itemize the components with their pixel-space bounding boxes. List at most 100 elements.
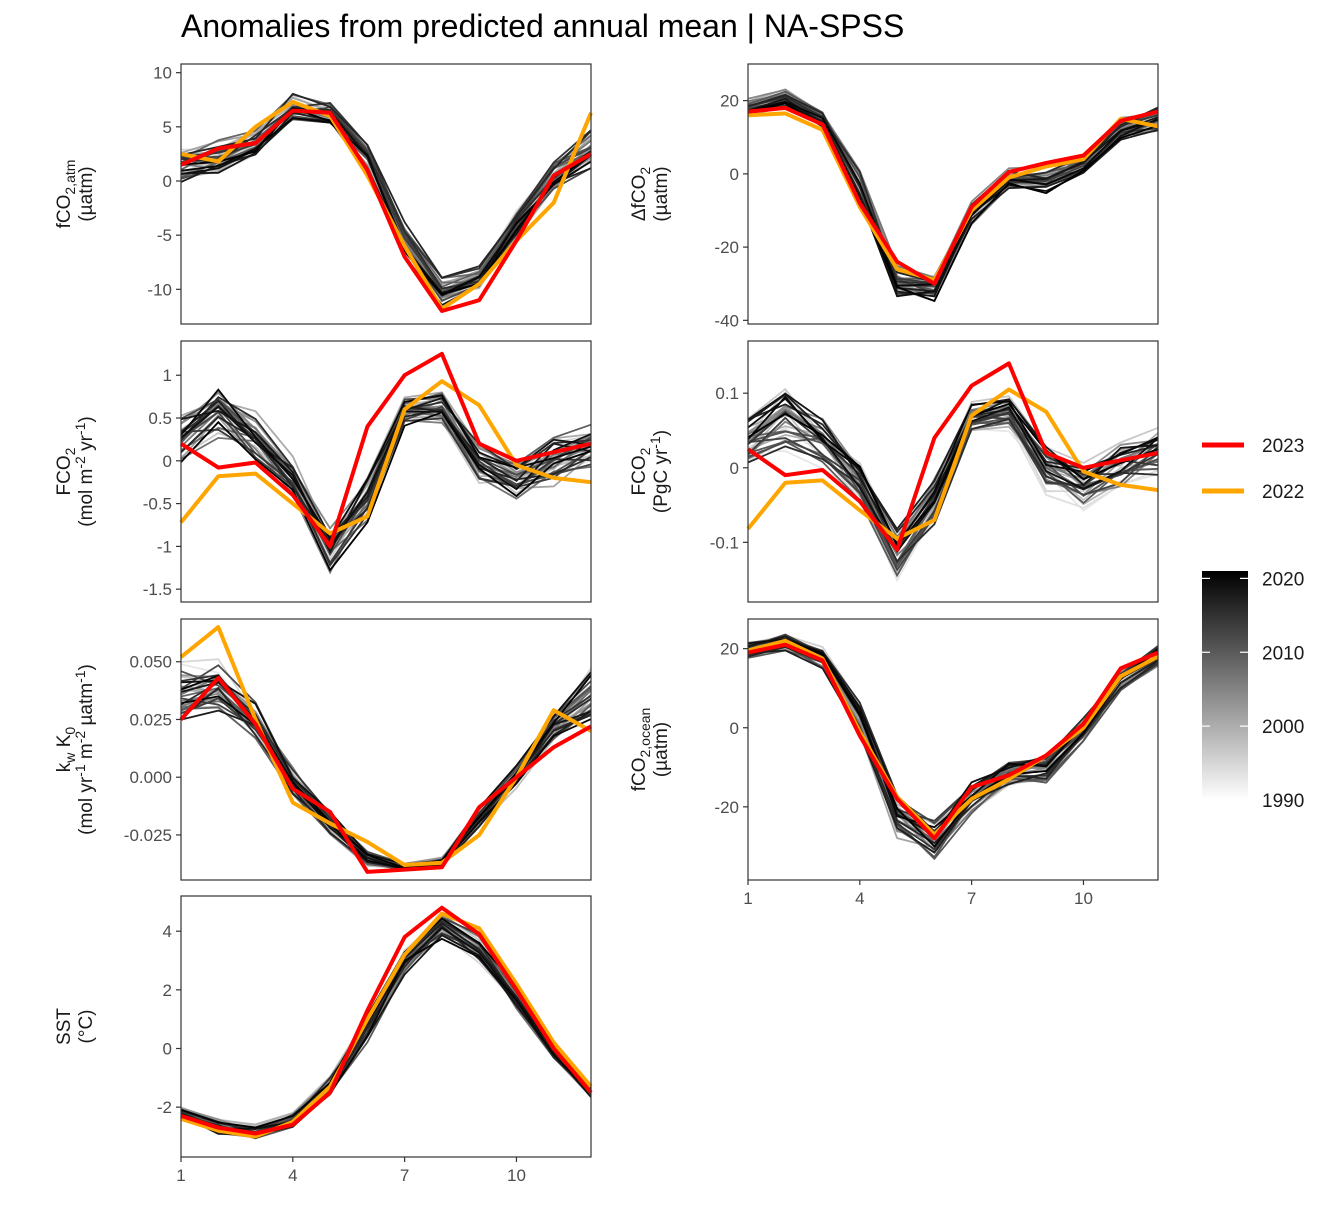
history-lines [747, 88, 1159, 303]
series-line-2023 [179, 675, 592, 874]
history-line-1993 [747, 634, 1159, 839]
panel-border [747, 340, 1159, 603]
history-lines [747, 387, 1159, 583]
history-line-2020 [747, 100, 1159, 287]
history-line-1999 [180, 696, 592, 868]
history-line-1997 [180, 705, 592, 872]
history-line-2013 [180, 106, 592, 290]
y-axis-label: fCO2,atm(µatm) [54, 160, 97, 229]
history-line-2009 [180, 927, 592, 1140]
history-line-2002 [747, 98, 1159, 297]
history-line-1995 [180, 924, 592, 1134]
series-line-2022 [747, 638, 1159, 837]
y-axis-label-line1: FCO2 [54, 447, 78, 495]
history-line-1995 [180, 695, 592, 870]
history-line-2012 [180, 697, 592, 869]
history-line-2007 [747, 100, 1159, 298]
y-axis-label-line2: (µatm) [651, 166, 672, 221]
y-tick-label: 0.050 [129, 653, 172, 672]
history-line-2019 [180, 926, 592, 1130]
history-line-2003 [180, 934, 592, 1138]
history-line-1992 [180, 933, 592, 1140]
series-line-2023 [180, 905, 593, 1136]
history-lines [180, 388, 592, 575]
history-line-2021 [747, 102, 1159, 303]
y-tick-label: -2 [157, 1098, 172, 1117]
y-axis-label: kw K0(mol yr-1 m-2 µatm-1) [54, 664, 97, 835]
series-line-2023 [179, 351, 592, 549]
panel-border [180, 63, 592, 325]
colorbar-fill [1202, 571, 1248, 800]
series-line-2023 [747, 642, 1159, 841]
history-line-2014 [747, 104, 1159, 295]
history-line-2012 [747, 99, 1159, 295]
history-line-2004 [747, 641, 1159, 832]
series-line-2023 [747, 105, 1159, 286]
history-line-2021 [747, 403, 1159, 548]
y-tick-label: -0.5 [143, 495, 172, 514]
history-line-2018 [747, 392, 1159, 546]
year-colorbar: 2020 2010 2000 1990 [1202, 569, 1304, 812]
x-tick-label: 10 [507, 1166, 526, 1185]
series-line-2023 [746, 361, 1159, 552]
x-tick-label: 10 [1074, 889, 1093, 908]
history-line-2015 [180, 395, 592, 539]
history-line-2014 [180, 932, 592, 1134]
panel-fco2-atm: 10 5 0 -5 -10 fCO2,atm(µatm) [54, 63, 593, 325]
history-line-2004 [180, 925, 592, 1139]
y-tick-label: 0.025 [129, 710, 172, 729]
history-line-2000 [180, 929, 592, 1135]
panel-border [747, 63, 1159, 325]
y-tick-label: 5 [163, 118, 172, 137]
y-tick-label: 0.1 [715, 384, 739, 403]
y-tick-label: -10 [147, 280, 172, 299]
y-tick-label: 0.000 [129, 768, 172, 787]
y-axis-label-line1: fCO2,atm [54, 160, 78, 229]
y-axis-label: fCO2,ocean(µatm) [629, 708, 672, 792]
panel-kw-k0: 0.050 0.025 0.000 -0.025 kw K0(mol yr-1 m-2 … [54, 618, 592, 881]
y-tick-label: 20 [720, 92, 739, 111]
history-line-2020 [747, 395, 1159, 548]
colorbar-label-2000: 2000 [1262, 717, 1304, 738]
history-line-2010 [180, 670, 592, 866]
y-axis-label-line2: (µatm) [76, 166, 97, 221]
x-tick-label: 4 [855, 889, 864, 908]
y-tick-label: -40 [714, 311, 739, 330]
history-line-2010 [747, 644, 1159, 859]
history-line-2020 [180, 117, 592, 296]
y-tick-label: -0.1 [710, 533, 739, 552]
x-tick-label: 7 [967, 889, 976, 908]
y-axis-label-line1: fCO2,ocean [629, 708, 653, 792]
y-tick-label: 1 [163, 366, 172, 385]
history-line-2020 [180, 695, 592, 870]
series-line-2022 [179, 379, 592, 536]
y-tick-label: 0 [163, 172, 172, 191]
history-line-2002 [180, 696, 592, 872]
y-axis-label-line2: (mol yr-1 m-2 µatm-1) [72, 664, 97, 835]
history-line-2001 [180, 922, 592, 1134]
panel-border [180, 618, 592, 881]
y-tick-label: 4 [163, 922, 172, 941]
panel-fco2-flux-per-area: 1 0.5 0 -0.5 -1 -1.5 FCO2(mol m-2 yr-1) [54, 340, 592, 603]
y-tick-label: 0.5 [148, 409, 172, 428]
y-tick-label: 0 [730, 719, 739, 738]
history-line-2018 [747, 97, 1159, 298]
y-tick-label: -20 [714, 238, 739, 257]
history-line-2020 [747, 639, 1159, 829]
y-axis-label: SST (°C) [54, 1008, 97, 1045]
chart-title: Anomalies from predicted annual mean | N… [181, 8, 905, 44]
y-axis-label-line2: (mol m-2 yr-1) [72, 416, 97, 526]
history-line-2019 [747, 101, 1159, 298]
history-line-2020 [180, 937, 592, 1135]
history-line-2015 [747, 639, 1159, 833]
colorbar-label-1990: 1990 [1262, 791, 1304, 812]
y-tick-label: -5 [157, 226, 172, 245]
history-lines [180, 92, 592, 307]
x-tick-label: 1 [176, 1166, 185, 1185]
series-line-2023 [180, 108, 593, 313]
y-axis-label-line1: SST [54, 1008, 75, 1045]
history-line-2006 [180, 925, 592, 1134]
y-axis-label: FCO2(mol m-2 yr-1) [54, 416, 97, 526]
y-tick-label: 0 [730, 459, 739, 478]
history-line-1998 [180, 923, 592, 1135]
